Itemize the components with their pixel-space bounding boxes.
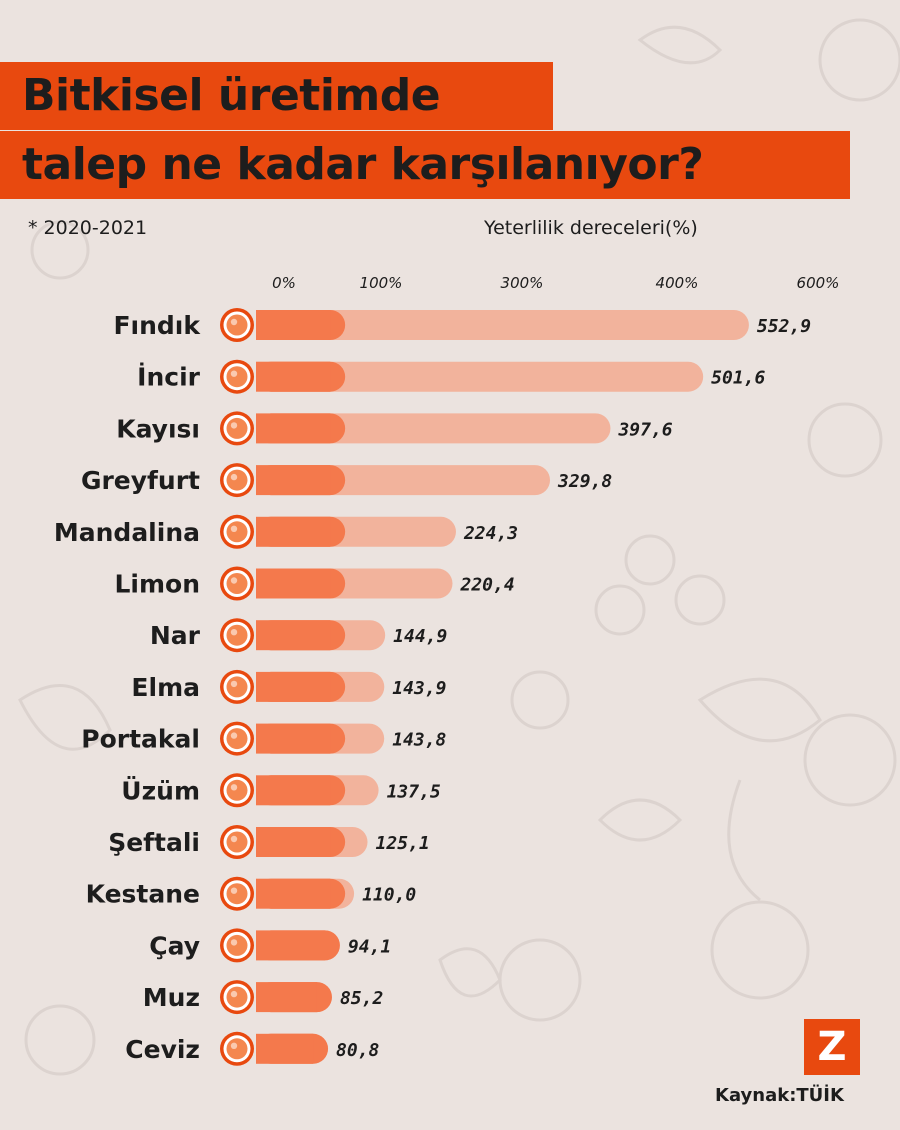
walnut-icon: [220, 1031, 254, 1066]
bar-base-fill: [256, 723, 331, 754]
bar-base-fill: [256, 827, 331, 857]
period-note: * 2020-2021: [28, 217, 148, 239]
bar-total: [256, 310, 749, 340]
value-label: 143,9: [392, 678, 446, 699]
value-label: 110,0: [362, 885, 416, 906]
category-label: Şeftali: [108, 828, 200, 857]
bar-row: Ceviz 80,8: [125, 1031, 379, 1066]
bar-row: Elma 143,9: [131, 669, 446, 704]
hazelnut-icon: [220, 308, 254, 342]
bar-row: Muz 85,2: [143, 980, 383, 1015]
category-label: Çay: [149, 931, 200, 960]
category-label: Üzüm: [121, 775, 200, 805]
bar-row: Şeftali 125,1: [108, 825, 430, 859]
value-label: 329,8: [557, 471, 612, 492]
category-label: Mandalina: [54, 518, 200, 547]
bar-base-fill: [256, 568, 331, 599]
bar-row: Çay 94,1: [149, 928, 391, 963]
logo: Z: [804, 1019, 860, 1075]
bar-row: Üzüm 137,5: [121, 773, 441, 808]
bar-total: [256, 361, 704, 392]
grapefruit-icon: [220, 463, 254, 498]
tick-label: 0%: [272, 274, 296, 292]
bar-base-fill: [256, 982, 317, 1013]
bar-row: Mandalina 224,3: [54, 514, 518, 549]
category-label: Muz: [143, 983, 200, 1012]
category-label: Kestane: [86, 880, 200, 909]
grape-icon: [220, 773, 254, 808]
bar-base-fill: [256, 310, 331, 340]
apricot-icon: [220, 411, 254, 446]
bar-base-fill: [256, 930, 325, 961]
category-label: Limon: [114, 570, 200, 599]
value-label: 85,2: [340, 988, 383, 1009]
tick-label: 400%: [656, 274, 699, 292]
value-label: 80,8: [336, 1040, 379, 1061]
value-label: 397,6: [617, 419, 672, 440]
category-label: Nar: [150, 621, 201, 650]
bar-base-fill: [256, 465, 331, 496]
bar-base-fill: [256, 671, 331, 702]
bar-row: Nar 144,9: [150, 618, 447, 653]
tick-label: 100%: [360, 274, 403, 292]
bar-row: Limon 220,4: [114, 566, 515, 601]
bar-row: Fındık 552,9: [113, 308, 811, 342]
tick-label: 300%: [501, 274, 544, 292]
bar-total: [256, 413, 611, 444]
apple-icon: [220, 669, 254, 704]
value-label: 137,5: [387, 781, 441, 802]
pomegranate-icon: [220, 618, 254, 653]
bar-row: Greyfurt 329,8: [81, 463, 612, 498]
value-label: 552,9: [757, 316, 811, 337]
bar-row: Kayısı 397,6: [116, 411, 673, 446]
axis-title: Yeterlilik dereceleri(%): [484, 217, 698, 239]
category-label: Fındık: [113, 311, 201, 340]
bar-base-fill: [256, 361, 331, 392]
category-label: İncir: [137, 362, 200, 392]
bar-base-fill: [256, 516, 331, 547]
tangerine-icon: [220, 514, 254, 549]
bar-row: Portakal 143,8: [81, 721, 446, 756]
chestnut-icon: [220, 876, 254, 911]
value-label: 501,6: [711, 368, 765, 389]
source-note: Kaynak:TÜİK: [715, 1085, 844, 1106]
value-label: 220,4: [459, 575, 514, 596]
bar-base-fill: [256, 878, 331, 909]
category-label: Kayısı: [116, 414, 200, 443]
value-label: 144,9: [393, 626, 447, 647]
category-label: Ceviz: [125, 1035, 200, 1064]
bar-base-fill: [256, 620, 331, 651]
banana-icon: [220, 980, 254, 1015]
value-label: 143,8: [392, 730, 446, 751]
category-label: Portakal: [81, 725, 200, 754]
bar-row: İncir 501,6: [137, 359, 766, 394]
bar-base-fill: [256, 413, 331, 444]
value-label: 224,3: [463, 523, 518, 544]
category-label: Elma: [131, 673, 200, 702]
bar-base-fill: [256, 775, 331, 806]
category-label: Greyfurt: [81, 466, 200, 495]
value-label: 125,1: [376, 833, 430, 854]
tea-leaf-icon: [220, 928, 254, 963]
bar-base-fill: [256, 1033, 314, 1064]
fig-icon: [220, 359, 254, 394]
tick-label: 600%: [797, 274, 840, 292]
orange-icon: [220, 721, 254, 756]
lemon-icon: [220, 566, 254, 601]
value-label: 94,1: [348, 936, 391, 957]
peach-icon: [220, 825, 254, 859]
title-line-1: Bitkisel üretimde: [0, 62, 553, 130]
title-line-2: talep ne kadar karşılanıyor?: [0, 131, 850, 199]
bar-row: Kestane 110,0: [86, 876, 416, 911]
